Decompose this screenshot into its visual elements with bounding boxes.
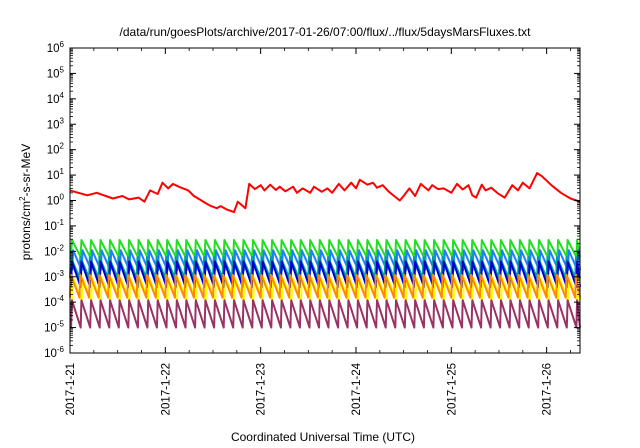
y-tick-base: 10 bbox=[47, 94, 60, 106]
y-tick-base: 10 bbox=[47, 43, 60, 55]
ticks-layer: 10610510410310210110010-110-210-310-410-… bbox=[44, 40, 580, 415]
chart-title: /data/run/goesPlots/archive/2017-01-26/0… bbox=[120, 25, 532, 39]
y-tick-label: 106 bbox=[47, 40, 65, 55]
y-axis-label-sup: 2 bbox=[18, 196, 27, 201]
y-tick-exponent: -2 bbox=[57, 243, 65, 252]
y-tick-label: 102 bbox=[47, 142, 65, 157]
y-tick-label: 10-1 bbox=[44, 218, 64, 233]
y-tick-base: 10 bbox=[47, 145, 60, 157]
y-tick-base: 10 bbox=[47, 119, 60, 131]
y-tick-label: 10-5 bbox=[44, 320, 64, 335]
y-tick-exponent: 0 bbox=[60, 193, 65, 202]
series-line-0 bbox=[69, 172, 581, 214]
svg-text:protons/cm2-s-sr-MeV: protons/cm2-s-sr-MeV bbox=[18, 144, 33, 260]
x-tick-label: 2017-1-25 bbox=[446, 363, 458, 415]
y-tick-base: 10 bbox=[44, 272, 57, 284]
series-layer bbox=[69, 172, 581, 329]
y-tick-exponent: -1 bbox=[57, 218, 65, 227]
y-tick-base: 10 bbox=[47, 68, 60, 80]
y-tick-base: 10 bbox=[47, 196, 60, 208]
y-axis-label-suffix: -s-sr-MeV bbox=[19, 144, 33, 197]
x-axis-label: Coordinated Universal Time (UTC) bbox=[231, 430, 415, 444]
y-tick-exponent: -4 bbox=[57, 294, 65, 303]
y-tick-exponent: -6 bbox=[57, 345, 65, 354]
y-tick-base: 10 bbox=[44, 297, 57, 309]
series-line-7 bbox=[70, 299, 581, 329]
y-tick-exponent: -5 bbox=[57, 320, 65, 329]
y-tick-label: 104 bbox=[47, 91, 65, 106]
y-tick-base: 10 bbox=[47, 170, 60, 182]
y-tick-label: 101 bbox=[47, 167, 65, 182]
y-axis-label-prefix: protons/cm bbox=[19, 201, 33, 260]
y-tick-label: 10-2 bbox=[44, 243, 64, 258]
y-tick-exponent: 4 bbox=[60, 91, 65, 100]
y-tick-base: 10 bbox=[44, 221, 57, 233]
y-tick-label: 103 bbox=[47, 116, 65, 131]
x-tick-label: 2017-1-22 bbox=[160, 363, 172, 415]
x-tick-label: 2017-1-23 bbox=[256, 363, 268, 415]
y-axis-label: protons/cm2-s-sr-MeV bbox=[18, 144, 33, 260]
y-tick-exponent: 1 bbox=[60, 167, 65, 176]
y-tick-exponent: -3 bbox=[57, 269, 65, 278]
y-tick-base: 10 bbox=[44, 348, 57, 360]
y-tick-exponent: 2 bbox=[60, 142, 65, 151]
x-tick-label: 2017-1-24 bbox=[351, 362, 363, 415]
y-tick-base: 10 bbox=[44, 323, 57, 335]
series-line-6 bbox=[69, 273, 581, 299]
y-tick-exponent: 3 bbox=[60, 116, 65, 125]
x-tick-label: 2017-1-21 bbox=[65, 363, 77, 415]
y-tick-label: 105 bbox=[47, 65, 65, 80]
plot-frame bbox=[69, 47, 581, 354]
x-tick-label: 2017-1-26 bbox=[542, 363, 554, 415]
y-tick-base: 10 bbox=[44, 246, 57, 258]
y-tick-label: 10-6 bbox=[44, 345, 64, 360]
y-tick-label: 10-3 bbox=[44, 269, 64, 284]
y-tick-label: 10-4 bbox=[44, 294, 64, 309]
y-tick-exponent: 6 bbox=[60, 40, 65, 49]
y-tick-label: 100 bbox=[47, 193, 65, 208]
y-tick-exponent: 5 bbox=[60, 65, 65, 74]
